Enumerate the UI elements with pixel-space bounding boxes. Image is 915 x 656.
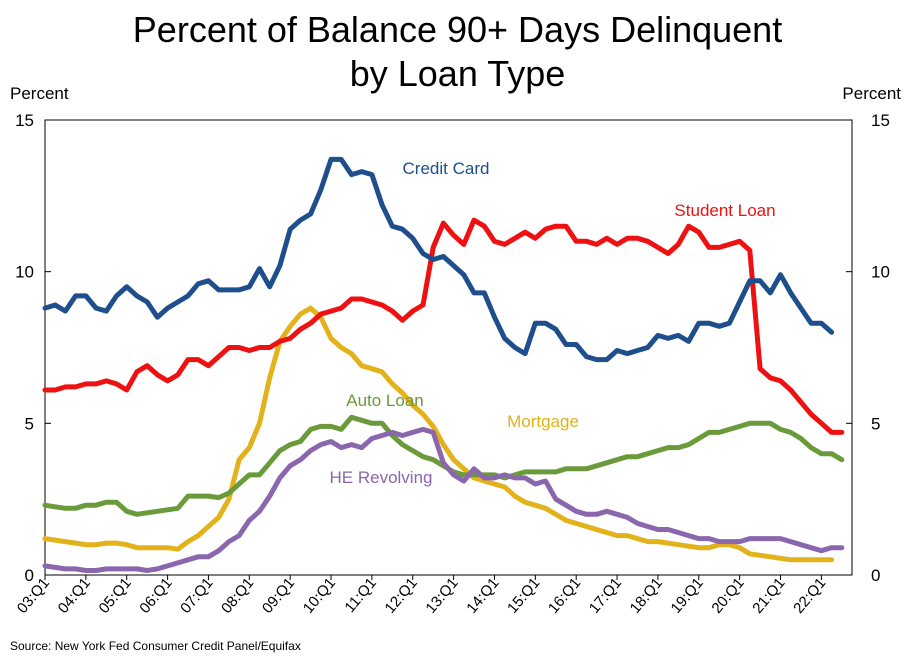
series-labels: Credit Card Student Loan Mortgage Auto Loan… — [330, 159, 776, 487]
x-tick-label: 12:Q1 — [382, 575, 421, 617]
x-tick-label: 15:Q1 — [504, 575, 543, 617]
y-tick-label-right: 15 — [871, 111, 890, 130]
x-tick-label: 22:Q1 — [790, 575, 829, 617]
series-line-credit-card — [42, 156, 835, 363]
plot-frame — [44, 119, 853, 576]
y-tick-label-left: 10 — [15, 263, 34, 282]
series-label-student-loan: Student Loan — [674, 201, 775, 220]
y-tick-label-right: 10 — [871, 263, 890, 282]
chart-title: Percent of Balance 90+ Days Delinquent b… — [0, 8, 915, 96]
x-tick-label: 17:Q1 — [586, 575, 625, 617]
x-tick-label: 18:Q1 — [627, 575, 666, 617]
x-tick-label: 10:Q1 — [300, 575, 339, 617]
x-tick-label: 04:Q1 — [55, 575, 94, 617]
chart-title-line1: Percent of Balance 90+ Days Delinquent — [132, 9, 783, 50]
chart-title-line2: by Loan Type — [349, 53, 566, 94]
x-tick-label: 13:Q1 — [422, 575, 461, 617]
x-tick-label: 09:Q1 — [259, 575, 298, 617]
source-note: Source: New York Fed Consumer Credit Pan… — [10, 639, 301, 653]
series-label-credit-card: Credit Card — [403, 159, 490, 178]
chart-series — [42, 156, 845, 573]
x-tick-label: 21:Q1 — [749, 575, 788, 617]
y-axis-label-left: Percent — [10, 84, 69, 103]
x-tick-label: 05:Q1 — [95, 575, 134, 617]
x-tick-label: 06:Q1 — [136, 575, 175, 617]
series-line-he-revolving — [42, 426, 845, 573]
series-label-he-revolving: HE Revolving — [330, 468, 433, 487]
y-tick-label-left: 0 — [25, 566, 34, 585]
series-line-student-loan — [42, 217, 845, 435]
y-tick-label-right: 0 — [871, 566, 880, 585]
y-tick-label-right: 5 — [871, 414, 880, 433]
series-line-mortgage — [42, 305, 835, 563]
y-tick-label-left: 5 — [25, 414, 34, 433]
x-tick-label: 08:Q1 — [218, 575, 257, 617]
x-tick-label: 20:Q1 — [708, 575, 747, 617]
series-label-auto-loan: Auto Loan — [346, 391, 424, 410]
x-tick-label: 16:Q1 — [545, 575, 584, 617]
series-label-mortgage: Mortgage — [507, 412, 579, 431]
y-axis-label-right: Percent — [842, 84, 901, 103]
x-tick-label: 14:Q1 — [463, 575, 502, 617]
x-tick-label: 07:Q1 — [177, 575, 216, 617]
y-tick-label-left: 15 — [15, 111, 34, 130]
x-tick-label: 19:Q1 — [668, 575, 707, 617]
x-tick-label: 11:Q1 — [341, 575, 380, 616]
